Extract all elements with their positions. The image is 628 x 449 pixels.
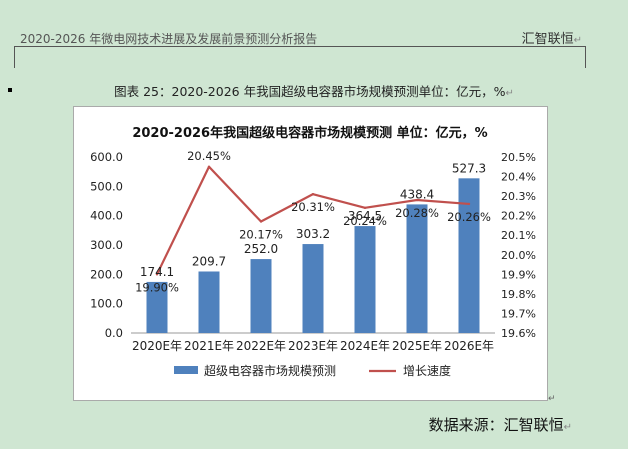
- y-right-tick-label: 19.8%: [501, 288, 536, 301]
- company-name: 汇智联恒↵: [522, 28, 582, 47]
- bar-value-label: 364.5: [348, 209, 382, 223]
- bar-mark: [198, 271, 220, 333]
- y-right-tick-label: 20.4%: [501, 171, 536, 184]
- bar-value-label: 209.7: [192, 254, 226, 268]
- bar-mark: [302, 244, 324, 333]
- return-mark-icon: ↵: [505, 88, 514, 99]
- bar-mark: [250, 259, 272, 333]
- y-left-tick-label: 0.0: [105, 326, 123, 340]
- growth-point: [467, 202, 471, 206]
- y-left-tick-label: 100.0: [90, 297, 123, 311]
- x-tick-label: 2026E年: [444, 339, 494, 353]
- growth-value-label: 20.17%: [239, 228, 283, 242]
- figure-caption: 图表 25：2020-2026 年我国超级电容器市场规模预测单位：亿元，%↵: [0, 81, 628, 100]
- x-tick-label: 2021E年: [184, 339, 234, 353]
- growth-point: [207, 165, 211, 168]
- growth-value-label: 20.26%: [447, 210, 491, 224]
- header-rule: [14, 46, 586, 47]
- bar-value-label: 438.4: [400, 187, 434, 201]
- growth-value-label: 19.90%: [135, 280, 179, 294]
- legend-bar-label: 超级电容器市场规模预测: [204, 363, 336, 378]
- bar-mark: [458, 178, 480, 333]
- legend-bar-swatch: [174, 366, 198, 374]
- y-right-tick-label: 19.9%: [501, 268, 536, 281]
- growth-point: [259, 220, 263, 223]
- y-right-tick-label: 20.0%: [501, 249, 536, 262]
- growth-value-label: 20.28%: [395, 206, 439, 220]
- y-right-tick-label: 20.1%: [501, 229, 536, 242]
- document-title: 2020-2026 年微电网技术进展及发展前景预测分析报告: [20, 32, 318, 46]
- bar-mark: [354, 226, 376, 333]
- y-right-tick-label: 20.2%: [501, 210, 536, 223]
- y-left-tick-label: 600.0: [90, 150, 123, 164]
- data-source: 数据来源：汇智联恒↵: [429, 414, 572, 435]
- y-right-tick-label: 20.5%: [501, 151, 536, 164]
- return-mark-icon: ↵: [563, 422, 572, 433]
- bar-mark: [146, 281, 168, 333]
- bar-mark: [406, 204, 428, 333]
- growth-value-label: 20.45%: [187, 149, 231, 163]
- growth-point: [311, 192, 315, 196]
- bar-value-label: 303.2: [296, 227, 330, 241]
- x-tick-label: 2024E年: [340, 339, 390, 353]
- y-left-tick-label: 400.0: [90, 209, 123, 223]
- return-mark-icon: ↵: [548, 394, 556, 404]
- growth-point: [363, 206, 367, 210]
- y-right-tick-label: 19.7%: [501, 307, 536, 320]
- margin-corner-left: [14, 46, 15, 68]
- return-mark-icon: ↵: [573, 35, 582, 46]
- y-left-tick-label: 300.0: [90, 238, 123, 252]
- x-tick-label: 2020E年: [132, 339, 182, 353]
- y-left-tick-label: 500.0: [90, 179, 123, 193]
- chart-title: 2020-2026年我国超级电容器市场规模预测 单位：亿元，%: [132, 125, 487, 141]
- x-tick-label: 2023E年: [288, 339, 338, 353]
- margin-corner-right: [585, 46, 586, 68]
- y-right-tick-label: 19.6%: [501, 327, 536, 340]
- legend-line-label: 增长速度: [403, 363, 451, 378]
- x-tick-label: 2022E年: [236, 339, 286, 353]
- figure-caption-text: 图表 25：2020-2026 年我国超级电容器市场规模预测单位：亿元，%: [114, 84, 506, 99]
- y-right-tick-label: 20.3%: [501, 190, 536, 203]
- chart-container[interactable]: 2020-2026年我国超级电容器市场规模预测 单位：亿元，% 0.0 100.0 2…: [73, 106, 548, 401]
- bar-value-label: 252.0: [244, 242, 278, 256]
- growth-point: [415, 198, 419, 202]
- growth-point: [155, 273, 159, 276]
- list-bullet-icon: [8, 88, 12, 92]
- page-header: 2020-2026 年微电网技术进展及发展前景预测分析报告 汇智联恒↵: [0, 0, 628, 68]
- bar-value-label: 174.1: [140, 265, 174, 279]
- y-left-tick-label: 200.0: [90, 267, 123, 281]
- growth-value-label: 20.24%: [343, 214, 387, 228]
- chart-svg: 2020-2026年我国超级电容器市场规模预测 单位：亿元，% 0.0 100.0 2…: [90, 125, 536, 378]
- data-source-text: 数据来源：汇智联恒: [428, 416, 564, 434]
- bar-value-label: 527.3: [452, 161, 486, 175]
- x-tick-label: 2025E年: [392, 339, 442, 353]
- company-name-text: 汇智联恒: [521, 32, 574, 47]
- growth-value-label: 20.31%: [291, 200, 335, 214]
